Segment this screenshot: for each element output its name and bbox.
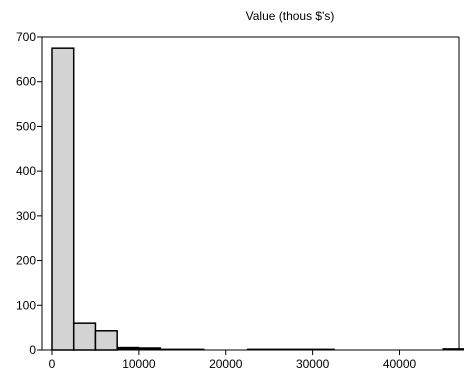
plot-area <box>42 36 460 350</box>
y-tick-label: 600 <box>16 75 36 89</box>
y-tick-label: 300 <box>16 209 36 223</box>
x-tick-label: 10000 <box>122 357 156 371</box>
histogram-bar-0 <box>51 47 75 351</box>
histogram-bar-1 <box>72 322 97 351</box>
chart-title: Value (thous $'s) <box>246 9 335 23</box>
x-tick-label: 20000 <box>209 357 243 371</box>
histogram-bar-2 <box>94 330 118 351</box>
y-tick-label: 700 <box>16 30 36 44</box>
x-tick-label: 30000 <box>296 357 330 371</box>
x-tick-label: 40000 <box>383 357 417 371</box>
x-axis: 0 10000 20000 30000 40000 <box>42 349 459 371</box>
y-tick-label: 0 <box>29 343 36 357</box>
y-tick-label: 500 <box>16 119 36 133</box>
y-tick-label: 200 <box>16 254 36 268</box>
y-tick-label: 100 <box>16 298 36 312</box>
y-axis: 0 100 200 300 400 500 600 700 <box>16 30 43 357</box>
x-tick-label: 0 <box>49 357 56 371</box>
histogram-bars <box>51 47 464 351</box>
y-tick-label: 400 <box>16 164 36 178</box>
